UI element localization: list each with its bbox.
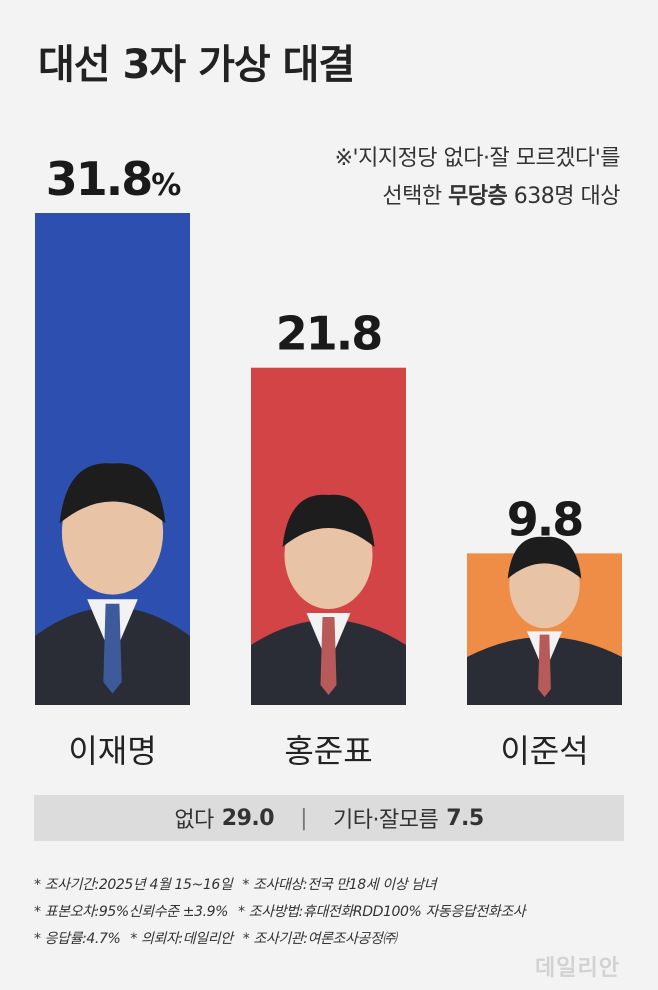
footer-line-3: * 응답률:4.7% * 의뢰자:데일리안 * 조사기관:여론조사공정㈜ (34, 926, 634, 953)
footer-line-1: * 조사기간:2025년 4월 15~16일 * 조사대상:전국 만18세 이상 … (34, 872, 634, 899)
footer-period: * 조사기간:2025년 4월 15~16일 (34, 877, 233, 893)
tie-shape (538, 634, 551, 697)
candidate-portrait-2 (251, 494, 406, 705)
publisher-logo: 데일리안 (535, 956, 620, 981)
category-label-1: 이재명 (68, 732, 156, 770)
footer-method: * 조사방법:휴대전화RDD100% 자동응답전화조사 (238, 904, 526, 920)
category-label-3: 이준석 (500, 732, 588, 770)
chart-title: 대선 3자 가상 대결 (38, 42, 355, 88)
candidate-portrait-3 (467, 536, 622, 705)
footer-error: * 표본오차:95%신뢰수준 ±3.9% (34, 904, 229, 920)
footer-client: * 의뢰자:데일리안 (130, 931, 233, 947)
none-value: 29.0 (221, 805, 275, 831)
candidate-portrait-1 (35, 463, 190, 705)
sample-note: ※'지지정당 없다·잘 모르겠다'를 선택한 무당층 638명 대상 (260, 140, 621, 216)
value-label-1: 31.8% (46, 152, 182, 206)
footer-response-rate: * 응답률:4.7% (34, 931, 121, 947)
note-line-2: 선택한 무당층 638명 대상 (260, 178, 620, 216)
etc-value: 7.5 (446, 805, 484, 831)
hair-shape (59, 463, 166, 524)
etc-label: 기타·잘모름 (333, 808, 439, 833)
survey-footer: * 조사기간:2025년 4월 15~16일 * 조사대상:전국 만18세 이상 … (34, 872, 634, 953)
footer-agency: * 조사기관:여론조사공정㈜ (242, 931, 397, 947)
note-line-2-post: 638명 대상 (507, 184, 621, 209)
note-line-2-bold: 무당층 (448, 184, 508, 209)
divider: | (300, 805, 307, 831)
note-line-2-pre: 선택한 (382, 184, 449, 209)
footer-target: * 조사대상:전국 만18세 이상 남녀 (242, 877, 437, 893)
value-label-3: 9.8 (507, 492, 583, 546)
bar-chart: 31.8% 이재명 21.8 홍준표 9.8 이준석 (35, 152, 622, 770)
unit-label: % (151, 168, 181, 203)
category-label-2: 홍준표 (284, 732, 372, 770)
hair-shape (282, 494, 375, 547)
footer-line-2: * 표본오차:95%신뢰수준 ±3.9% * 조사방법:휴대전화RDD100% 자… (34, 899, 634, 926)
tie-shape (320, 617, 337, 695)
value-label-2: 21.8 (276, 307, 382, 361)
none-label: 없다 (174, 808, 214, 833)
tie-shape (103, 603, 122, 694)
note-line-1: ※'지지정당 없다·잘 모르겠다'를 (334, 146, 621, 171)
other-responses: 없다 29.0 | 기타·잘모름 7.5 (34, 795, 624, 841)
hair-shape (507, 536, 582, 579)
